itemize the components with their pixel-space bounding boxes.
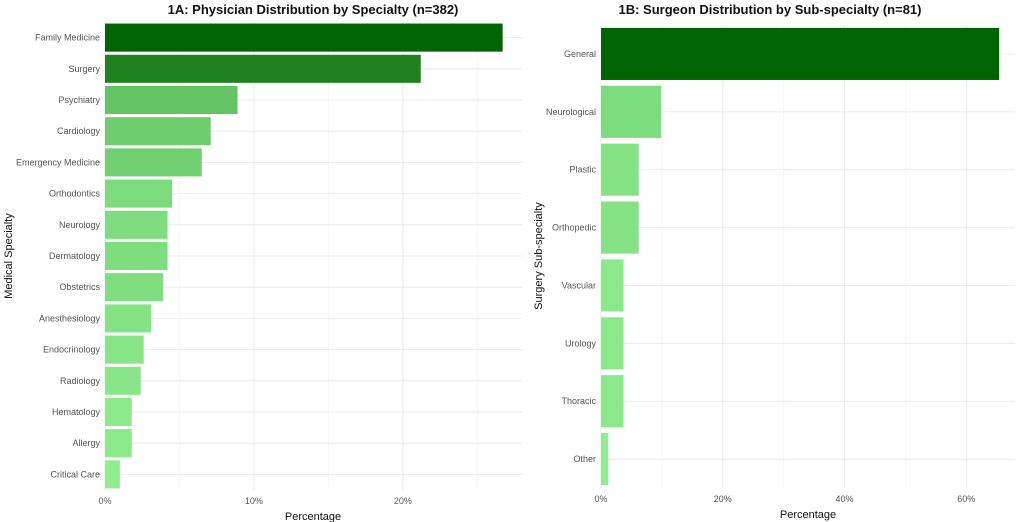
- bar: [105, 366, 141, 395]
- bar: [601, 201, 639, 254]
- x-tick-label: 40%: [836, 494, 854, 504]
- x-tick-label: 20%: [714, 494, 732, 504]
- bar: [105, 335, 144, 364]
- y-tick-label: Orthodontics: [49, 189, 101, 199]
- x-tick-label: 60%: [957, 494, 975, 504]
- bar: [601, 27, 1000, 80]
- bar: [105, 179, 173, 208]
- y-tick-label: Surgery: [68, 64, 100, 74]
- bar: [601, 375, 624, 428]
- x-axis-label: Percentage: [780, 509, 836, 521]
- bar: [601, 85, 662, 138]
- y-tick-label: Urology: [565, 338, 597, 348]
- y-tick-label: Endocrinology: [43, 345, 101, 355]
- x-tick-label: 0%: [594, 494, 607, 504]
- bar: [105, 460, 120, 489]
- panel-1a: Family Medicine Surgery Psychiatry Cardiolo…: [3, 2, 522, 522]
- chart-title: 1B: Surgeon Distribution by Sub-specialt…: [618, 2, 921, 17]
- y-tick-label: Anesthesiology: [39, 313, 101, 323]
- y-tick-label: Family Medicine: [35, 33, 100, 43]
- y-axis-label: Surgery Sub-specialty: [533, 202, 545, 310]
- y-tick-label: Dermatology: [49, 251, 101, 261]
- y-tick-label: Plastic: [569, 165, 596, 175]
- y-tick-label: Other: [573, 454, 596, 464]
- bar: [105, 210, 168, 239]
- y-tick-label: Neurological: [546, 107, 596, 117]
- panel-1b: General Neurological Plastic Orthopedic Vasc…: [533, 2, 1015, 521]
- bar: [601, 259, 624, 312]
- y-tick-label: Vascular: [562, 280, 596, 290]
- y-tick-label: Obstetrics: [59, 282, 100, 292]
- x-tick-label: 20%: [394, 496, 412, 506]
- chart-title: 1A: Physician Distribution by Specialty …: [168, 2, 459, 17]
- y-tick-label: General: [564, 49, 596, 59]
- bar: [105, 273, 164, 302]
- bar: [601, 143, 639, 196]
- bar: [105, 85, 238, 115]
- x-axis-label: Percentage: [285, 511, 341, 522]
- x-tick-label: 10%: [245, 496, 263, 506]
- bar: [105, 304, 152, 333]
- bar: [105, 117, 211, 146]
- bar: [105, 148, 202, 177]
- bar: [601, 433, 609, 486]
- y-tick-label: Thoracic: [561, 396, 596, 406]
- y-tick-label: Radiology: [60, 376, 101, 386]
- y-tick-label: Critical Care: [50, 469, 100, 479]
- y-tick-label: Psychiatry: [58, 95, 100, 105]
- bar: [105, 397, 132, 427]
- y-tick-label: Orthopedic: [552, 223, 597, 233]
- x-tick-label: 0%: [98, 496, 111, 506]
- bar: [601, 317, 624, 370]
- bar: [105, 429, 132, 458]
- y-axis-label: Medical Specialty: [3, 213, 15, 299]
- y-tick-label: Cardiology: [57, 126, 101, 136]
- bar: [105, 54, 421, 83]
- y-tick-label: Emergency Medicine: [16, 157, 100, 167]
- bar: [105, 23, 503, 52]
- y-tick-label: Neurology: [59, 220, 101, 230]
- bar: [105, 241, 168, 271]
- y-tick-label: Allergy: [72, 438, 100, 448]
- y-tick-label: Hematology: [52, 407, 101, 417]
